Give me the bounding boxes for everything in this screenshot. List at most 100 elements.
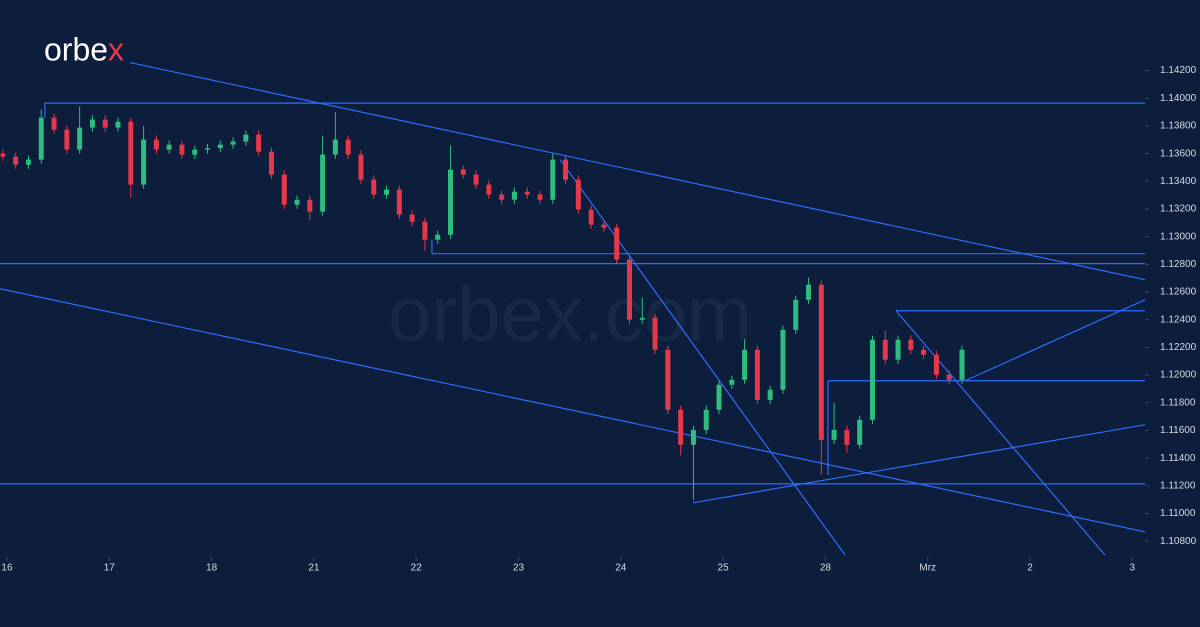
candle-body xyxy=(0,153,6,157)
candle-body xyxy=(243,134,249,142)
candle-body xyxy=(320,154,326,212)
trend-line xyxy=(0,288,1146,533)
x-tick-label: 3 xyxy=(1130,563,1136,574)
candle-body xyxy=(153,139,159,150)
candle-body xyxy=(806,284,812,300)
candle-body xyxy=(384,189,390,195)
candle-body xyxy=(895,339,901,360)
y-tick-label: 1.11200 xyxy=(1160,480,1196,491)
candle-body xyxy=(89,119,95,128)
candle-body xyxy=(64,129,70,150)
candle-body xyxy=(703,409,709,430)
candle-body xyxy=(754,349,760,400)
candle-body xyxy=(230,141,236,145)
candle-body xyxy=(358,154,364,180)
x-tick-label: 25 xyxy=(718,563,730,574)
y-tick-label: 1.12600 xyxy=(1160,287,1197,298)
candle-body xyxy=(601,224,607,228)
candle-body xyxy=(844,429,850,445)
candle-body xyxy=(166,144,172,150)
candle-body xyxy=(946,374,952,380)
candle-body xyxy=(447,169,453,235)
candle-body xyxy=(256,134,262,152)
y-tick-label: 1.13000 xyxy=(1160,231,1197,242)
candle-body xyxy=(128,121,134,185)
candle-body xyxy=(588,209,594,225)
x-tick-label: 28 xyxy=(820,563,832,574)
candle-body xyxy=(678,409,684,445)
candle-body xyxy=(537,194,543,200)
x-tick-label: 24 xyxy=(615,563,627,574)
candle-body xyxy=(435,234,441,240)
candle-body xyxy=(524,191,530,195)
x-tick-label: 21 xyxy=(308,563,320,574)
x-tick-label: 2 xyxy=(1027,563,1033,574)
candle-body xyxy=(793,299,799,330)
candle-body xyxy=(102,119,108,128)
y-tick-label: 1.11000 xyxy=(1160,508,1196,519)
candle-body xyxy=(511,191,517,200)
candle-body xyxy=(869,339,875,420)
candle-body xyxy=(422,221,428,240)
x-tick-label: Mrz xyxy=(919,563,936,574)
candle-body xyxy=(486,184,492,195)
y-tick-label: 1.11600 xyxy=(1160,425,1196,436)
y-tick-label: 1.13800 xyxy=(1160,121,1197,132)
candle-body xyxy=(473,174,479,185)
candle-body xyxy=(217,144,223,149)
candle-body xyxy=(371,179,377,195)
candle-body xyxy=(908,339,914,350)
trend-line xyxy=(129,61,1146,281)
candle-body xyxy=(345,139,351,155)
candle-body xyxy=(818,284,824,440)
candle-body xyxy=(294,199,300,205)
x-tick-label: 23 xyxy=(513,563,525,574)
candle-body xyxy=(639,317,645,320)
y-tick-label: 1.14000 xyxy=(1160,93,1197,104)
candle-body xyxy=(38,117,44,160)
y-tick-label: 1.14200 xyxy=(1160,65,1197,76)
watermark: orbex.com xyxy=(388,270,752,358)
candle-body xyxy=(77,127,83,150)
y-tick-label: 1.12400 xyxy=(1160,314,1197,325)
trend-lines xyxy=(0,61,1146,556)
y-tick-label: 1.12000 xyxy=(1160,370,1197,381)
candle-body xyxy=(716,384,722,410)
candle-body xyxy=(921,349,927,355)
candle-body xyxy=(115,121,121,128)
x-tick-label: 22 xyxy=(411,563,423,574)
candle-body xyxy=(307,199,313,212)
candle-body xyxy=(25,159,31,165)
trend-line xyxy=(559,159,846,556)
candle-body xyxy=(780,329,786,390)
candle-body xyxy=(933,354,939,375)
candle-body xyxy=(179,144,185,155)
y-tick-label: 1.13400 xyxy=(1160,176,1197,187)
y-tick-label: 1.11800 xyxy=(1160,397,1196,408)
logo: orbex xyxy=(44,31,124,67)
candle-body xyxy=(882,339,888,360)
candle-body xyxy=(767,389,773,400)
candle-body xyxy=(729,379,735,385)
candle-body xyxy=(614,227,620,260)
candle-body xyxy=(690,429,696,445)
trend-line xyxy=(895,310,1106,556)
plot-area: 1.14200 1.14000 1.13800 1.13600 1.13400 1.132… xyxy=(0,61,1197,574)
x-tick-label: 18 xyxy=(206,563,218,574)
candle-body xyxy=(396,189,402,215)
trend-line xyxy=(692,424,1146,504)
candle-body xyxy=(281,174,287,205)
candle-body xyxy=(665,349,671,410)
candle-body xyxy=(51,117,57,130)
candle-body xyxy=(550,159,556,200)
y-tick-label: 1.11400 xyxy=(1160,453,1196,464)
candle-body xyxy=(268,151,274,175)
candle-body xyxy=(857,419,863,445)
trend-line xyxy=(964,299,1146,382)
y-tick-label: 1.12800 xyxy=(1160,259,1197,270)
x-tick-label: 16 xyxy=(1,563,13,574)
y-tick-label: 1.13200 xyxy=(1160,204,1197,215)
candle-body xyxy=(627,259,633,320)
candle-body xyxy=(192,149,198,155)
